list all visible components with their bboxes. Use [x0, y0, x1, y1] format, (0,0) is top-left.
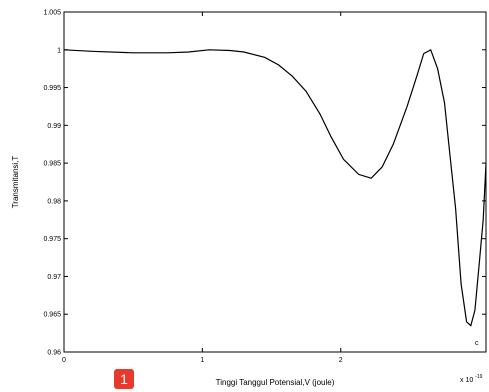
plot-frame [63, 11, 487, 353]
y-tick-label: 0.97 [47, 274, 61, 281]
x-tick-label: 1 [200, 357, 204, 364]
y-axis-label: Transmitansi,T [11, 156, 20, 209]
x-tick-label: 2 [339, 357, 343, 364]
x-multiplier-base: x 10 [460, 377, 473, 384]
series-line [63, 48, 487, 327]
y-tick-label: 0.985 [43, 161, 61, 168]
y-tick-label: 0.99 [47, 123, 61, 130]
x-tick-label: 0 [62, 357, 66, 364]
x-axis-label: Tinggi Tanggul Potensial,V (joule) [216, 378, 335, 387]
x-multiplier-exponent: -19 [475, 374, 482, 380]
annotation-label: c [475, 340, 479, 347]
y-tick-label: 0.96 [47, 350, 61, 357]
x-multiplier-label: x 10 -19 [460, 374, 483, 384]
y-tick-label: 1 [57, 47, 61, 54]
y-tick-label: 1.005 [43, 10, 61, 17]
y-tick-label: 0.98 [47, 198, 61, 205]
y-tick-label: 0.965 [43, 312, 61, 319]
y-tick-label: 0.975 [43, 236, 61, 243]
x-axis-ticks: 0 1 2 [62, 12, 343, 364]
step-number-badge: 1 [114, 369, 134, 389]
y-axis-ticks: 0.96 0.965 0.97 0.975 0.98 0.985 0.99 0.995 1 1.0… [43, 10, 486, 357]
y-tick-label: 0.995 [43, 85, 61, 92]
